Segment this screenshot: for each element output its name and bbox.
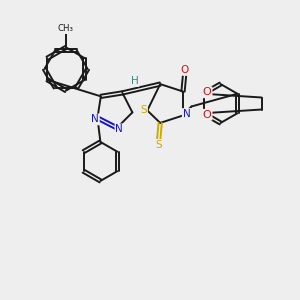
- Text: N: N: [116, 124, 123, 134]
- Text: O: O: [180, 65, 189, 75]
- Text: O: O: [203, 87, 212, 97]
- Text: S: S: [140, 106, 147, 116]
- Text: CH₃: CH₃: [58, 24, 74, 33]
- Text: S: S: [155, 140, 162, 150]
- Text: H: H: [131, 76, 139, 86]
- Text: N: N: [183, 109, 190, 119]
- Text: O: O: [203, 110, 212, 120]
- Text: N: N: [91, 114, 99, 124]
